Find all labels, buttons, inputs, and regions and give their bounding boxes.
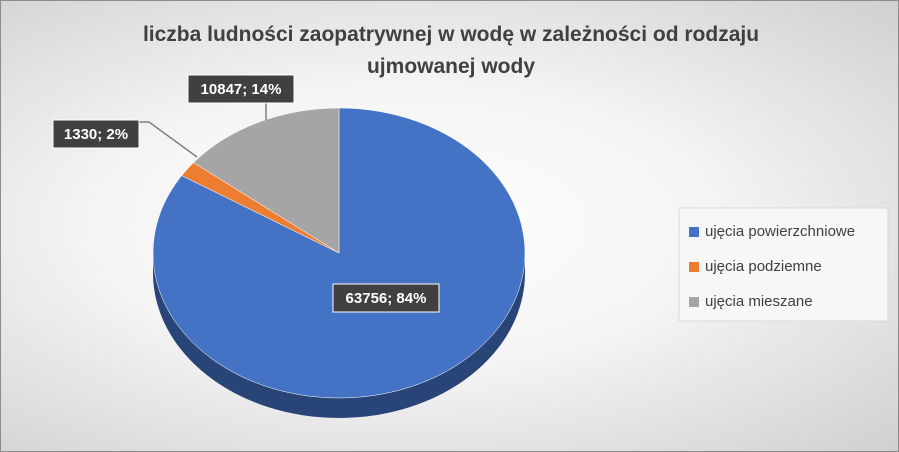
- leader-line: [138, 121, 198, 158]
- legend: [678, 207, 889, 322]
- slice: [193, 107, 340, 254]
- data-label: 1330; 2%: [64, 126, 128, 143]
- data-label-box: [187, 74, 295, 104]
- legend-label: ujęcia mieszane: [705, 293, 813, 310]
- legend-label: ujęcia powierzchniowe: [705, 223, 855, 240]
- data-label: 10847; 14%: [201, 81, 282, 98]
- legend-label: ujęcia podziemne: [705, 258, 822, 275]
- chart-title: liczba ludności zaopatrywnej w wodę w za…: [142, 23, 760, 78]
- legend-swatch: [689, 227, 699, 237]
- legend-swatch: [689, 262, 699, 272]
- legend-swatch: [689, 297, 699, 307]
- data-label: 63756; 84%: [346, 290, 427, 307]
- data-label-box: [52, 119, 140, 149]
- data-label-box: [332, 283, 440, 313]
